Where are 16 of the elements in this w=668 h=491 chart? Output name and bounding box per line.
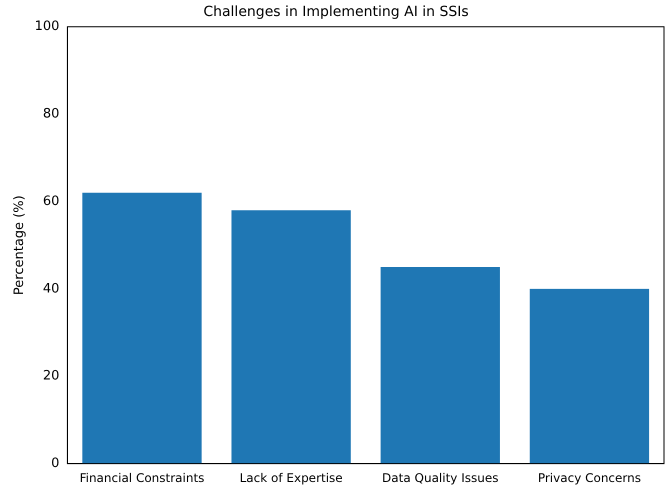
x-tick-label: Data Quality Issues: [382, 470, 499, 485]
x-tick-label: Financial Constraints: [80, 470, 204, 485]
chart-title: Challenges in Implementing AI in SSIs: [203, 4, 469, 20]
y-tick-label: 60: [42, 194, 60, 209]
bar: [380, 267, 500, 464]
x-tick-label: Privacy Concerns: [538, 470, 642, 485]
x-tick-label: Lack of Expertise: [240, 470, 343, 485]
y-tick-label: 40: [42, 281, 60, 296]
bar: [82, 192, 202, 464]
y-tick-label: 100: [34, 19, 60, 34]
bar: [530, 288, 650, 464]
y-tick-label: 20: [42, 368, 60, 384]
y-axis-title: Percentage (%): [12, 195, 28, 296]
y-tick-label: 0: [51, 456, 60, 471]
bar: [231, 210, 351, 464]
y-tick-label: 80: [42, 106, 60, 122]
